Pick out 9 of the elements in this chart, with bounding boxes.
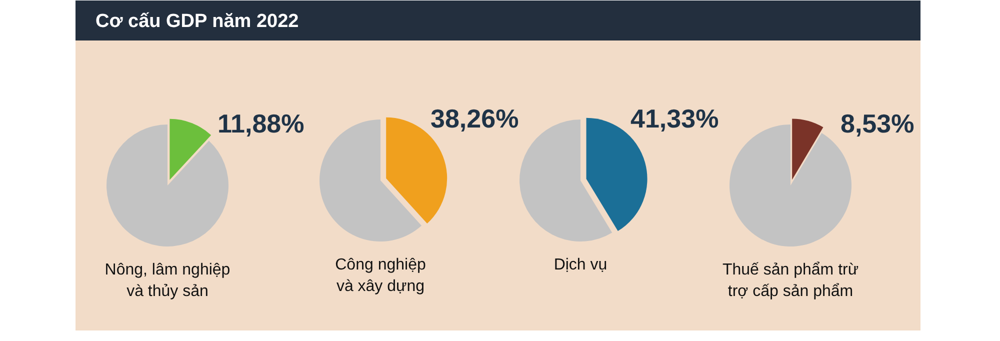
- text: Nông, lâm nghiệp và thủy sản: [104, 262, 230, 300]
- text: Thuế sản phẩm trừ trợ cấp sản phẩm: [722, 262, 859, 300]
- data-label: 11,88%: [218, 108, 304, 138]
- data-label: 41,33%: [630, 104, 719, 134]
- data-label: 38,26%: [430, 104, 519, 134]
- text: Dịch vụ: [554, 256, 608, 274]
- chart-title: Cơ cấu GDP năm 2022: [96, 11, 299, 32]
- data-label: 8,53%: [840, 108, 914, 138]
- text: Công nghiệp và xây dựng: [335, 256, 426, 295]
